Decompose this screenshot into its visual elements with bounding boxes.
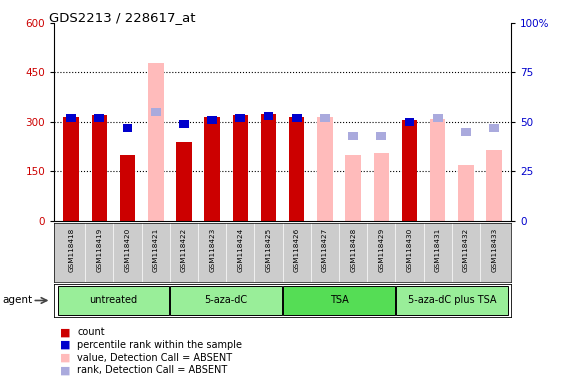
Text: agent: agent bbox=[3, 295, 33, 306]
Text: GSM118421: GSM118421 bbox=[153, 227, 159, 272]
Text: GSM118433: GSM118433 bbox=[491, 227, 497, 272]
Bar bbox=[292, 114, 301, 122]
Bar bbox=[320, 114, 330, 122]
Bar bbox=[486, 150, 502, 221]
Text: GSM118422: GSM118422 bbox=[181, 227, 187, 272]
Text: GSM118420: GSM118420 bbox=[124, 227, 131, 272]
Text: rank, Detection Call = ABSENT: rank, Detection Call = ABSENT bbox=[77, 365, 227, 375]
Bar bbox=[317, 117, 333, 221]
Bar bbox=[176, 142, 192, 221]
Bar bbox=[264, 112, 274, 120]
Text: GSM118424: GSM118424 bbox=[238, 227, 243, 272]
Text: 5-aza-dC plus TSA: 5-aza-dC plus TSA bbox=[408, 295, 496, 305]
Bar bbox=[148, 63, 163, 221]
Bar bbox=[373, 153, 389, 221]
Text: GSM118429: GSM118429 bbox=[379, 227, 384, 272]
Text: GSM118428: GSM118428 bbox=[350, 227, 356, 272]
Bar bbox=[204, 117, 220, 221]
Bar bbox=[405, 118, 415, 126]
Bar bbox=[458, 165, 474, 221]
Bar bbox=[235, 114, 246, 122]
Bar bbox=[63, 117, 79, 221]
Text: ■: ■ bbox=[60, 340, 70, 350]
Text: GSM118427: GSM118427 bbox=[322, 227, 328, 272]
Bar bbox=[289, 117, 304, 221]
Bar bbox=[376, 132, 386, 140]
Bar bbox=[94, 114, 104, 122]
Text: GSM118423: GSM118423 bbox=[209, 227, 215, 272]
Text: GSM118431: GSM118431 bbox=[435, 227, 441, 272]
Bar bbox=[283, 286, 395, 315]
Bar bbox=[461, 128, 471, 136]
Bar bbox=[66, 114, 76, 122]
Bar bbox=[489, 124, 499, 132]
Bar bbox=[123, 124, 132, 132]
Bar bbox=[430, 119, 445, 221]
Text: count: count bbox=[77, 327, 104, 337]
Bar bbox=[232, 115, 248, 221]
Bar bbox=[151, 108, 160, 116]
Text: TSA: TSA bbox=[329, 295, 348, 305]
Text: percentile rank within the sample: percentile rank within the sample bbox=[77, 340, 242, 350]
Bar bbox=[433, 114, 443, 122]
Text: ■: ■ bbox=[60, 365, 70, 375]
Text: GDS2213 / 228617_at: GDS2213 / 228617_at bbox=[49, 12, 195, 25]
Bar bbox=[402, 120, 417, 221]
Text: value, Detection Call = ABSENT: value, Detection Call = ABSENT bbox=[77, 353, 232, 362]
Text: ■: ■ bbox=[60, 327, 70, 337]
Text: GSM118432: GSM118432 bbox=[463, 227, 469, 272]
Text: GSM118418: GSM118418 bbox=[68, 227, 74, 272]
Bar bbox=[207, 116, 217, 124]
Bar bbox=[170, 286, 282, 315]
Text: 5-aza-dC: 5-aza-dC bbox=[204, 295, 248, 305]
Bar bbox=[91, 115, 107, 221]
Bar bbox=[261, 114, 276, 221]
Text: GSM118419: GSM118419 bbox=[96, 227, 102, 272]
Text: ■: ■ bbox=[60, 353, 70, 362]
Bar bbox=[120, 155, 135, 221]
Bar bbox=[58, 286, 169, 315]
Bar bbox=[345, 155, 361, 221]
Bar bbox=[396, 286, 508, 315]
Bar bbox=[179, 120, 189, 128]
Text: untreated: untreated bbox=[90, 295, 138, 305]
Text: GSM118425: GSM118425 bbox=[266, 227, 272, 272]
Text: GSM118426: GSM118426 bbox=[293, 227, 300, 272]
Bar bbox=[348, 132, 358, 140]
Text: GSM118430: GSM118430 bbox=[407, 227, 412, 272]
